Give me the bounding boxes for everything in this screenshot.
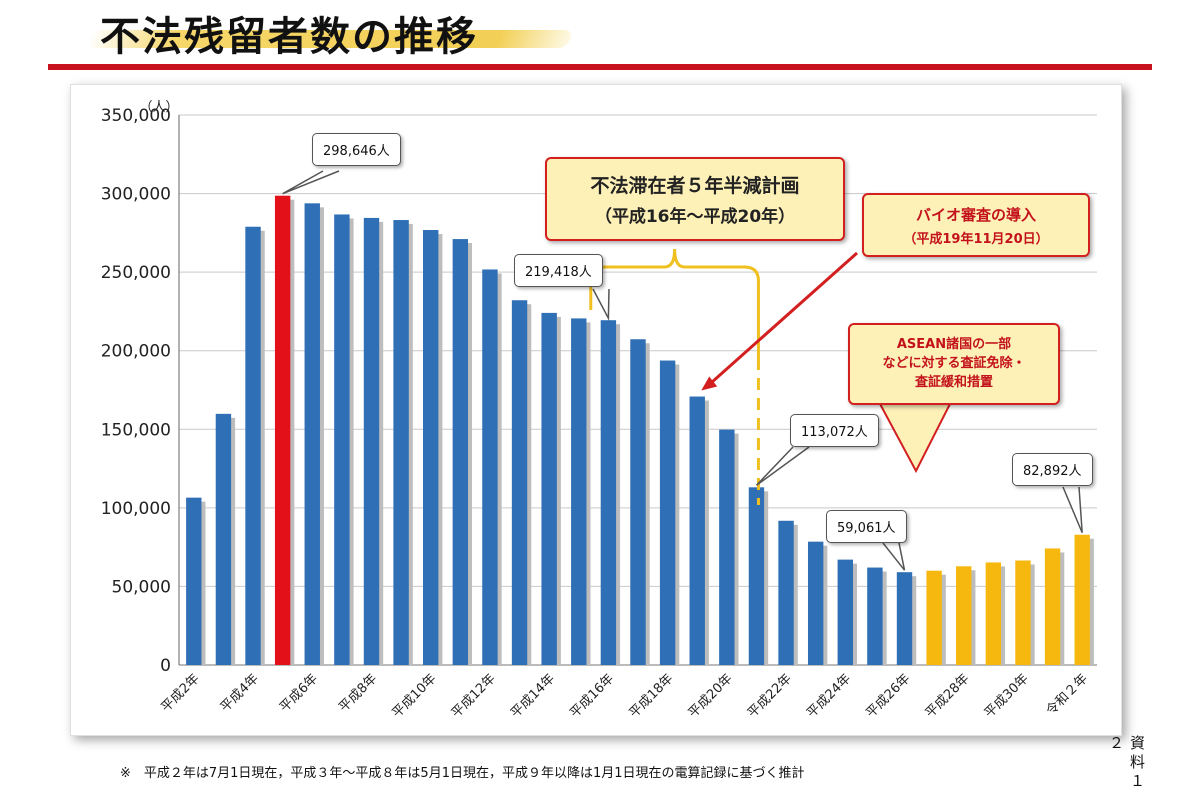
callout-2014: 59,061人 [826,510,907,543]
callout-pointer [1062,486,1083,534]
x-tick-label: 平成6年 [277,671,321,715]
title-area: 不法残留者数の推移 [60,0,574,60]
x-tick-label: 平成28年 [923,671,973,721]
y-tick-label: 100,000 [101,499,171,519]
x-tick-label: 平成8年 [336,671,380,715]
bar [245,226,261,665]
plan-title: 不法滞在者５年半減計画 [590,175,800,197]
bar [452,239,469,665]
x-tick-label: 平成12年 [449,671,499,721]
plan-box: 不法滞在者５年半減計画 （平成16年～平成20年） [545,157,845,241]
bar [482,269,498,665]
y-unit-label: （人） [139,100,178,115]
x-tick-label: 平成4年 [218,671,262,715]
bar [541,312,557,665]
bar [393,220,409,665]
side-label: 資料１２ [1107,735,1146,792]
x-tick-label: 平成22年 [745,671,795,721]
bar [630,339,646,665]
bio-box: バイオ審査の導入 （平成19年11月20日） [862,193,1090,257]
y-tick-label: 150,000 [101,420,171,440]
bar [896,572,913,665]
bar [867,567,883,665]
plan-period: （平成16年～平成20年） [594,207,796,227]
bar [215,413,232,665]
y-tick-label: 50,000 [112,577,171,597]
callout-peak: 298,646人 [312,133,401,166]
callout-pointer [282,170,340,195]
bio-arrow-head [701,376,718,391]
x-tick-label: 平成18年 [627,671,677,721]
bar [511,300,528,665]
footnote: ※ 平成２年は7月1日現在，平成３年～平成８年は5月1日現在，平成９年以降は1月… [120,766,805,781]
x-tick-label: 平成10年 [390,671,440,721]
bio-arrow-line [708,251,858,386]
bio-title: バイオ審査の導入 [915,206,1036,224]
bar [423,230,439,665]
x-tick-label: 平成24年 [804,671,854,721]
y-tick-label: 200,000 [101,342,171,362]
callout-pointer [592,288,610,322]
x-tick-label: 平成2年 [159,671,203,715]
callout-pointer [882,542,906,571]
callout-2009: 113,072人 [790,414,879,447]
bar [985,562,1002,665]
bio-date: （平成19年11月20日） [903,232,1049,247]
y-tick-label: 0 [160,656,171,676]
y-tick-label: 350,000 [101,106,171,126]
bar [274,195,291,665]
bar [926,570,942,665]
bar [719,429,735,665]
asean-line1: ASEAN諸国の一部 [896,337,1012,352]
bar [748,487,765,665]
bar-chart: 0 50,000 100,000 150,000 200,000 250,000 300,0… [101,100,1097,721]
callout-2020: 82,892人 [1012,453,1093,486]
bar [571,318,587,665]
asean-pointer [877,401,953,474]
asean-line2: などに対する査証免除・ [882,356,1026,371]
bar [1074,534,1090,665]
x-tick-label: 平成26年 [863,671,913,721]
bar [334,214,350,665]
asean-line3: 査証緩和措置 [914,375,993,390]
x-tick-label: 平成20年 [686,671,736,721]
asean-box: ASEAN諸国の一部 などに対する査証免除・ 査証緩和措置 [848,323,1060,405]
x-tick-label: 平成30年 [982,671,1032,721]
x-tick-label: 平成14年 [508,671,558,721]
callout-2004: 219,418人 [514,254,603,287]
y-tick-label: 300,000 [101,185,171,205]
bar [778,520,794,665]
x-tick-label: 平成16年 [567,671,617,721]
header-divider [48,64,1152,70]
x-tick-label: 令和２年 [1044,671,1091,718]
bar [1044,548,1061,665]
bar [363,217,380,665]
y-tick-label: 250,000 [101,263,171,283]
page-title: 不法残留者数の推移 [100,14,478,60]
bar [186,497,202,665]
bar [956,566,972,665]
bar [807,541,824,665]
bar [659,360,676,665]
bar [689,396,705,665]
bar [1015,560,1031,665]
bar [837,559,853,665]
bar [304,203,320,666]
callout-pointer [755,446,810,486]
bar [600,320,617,665]
